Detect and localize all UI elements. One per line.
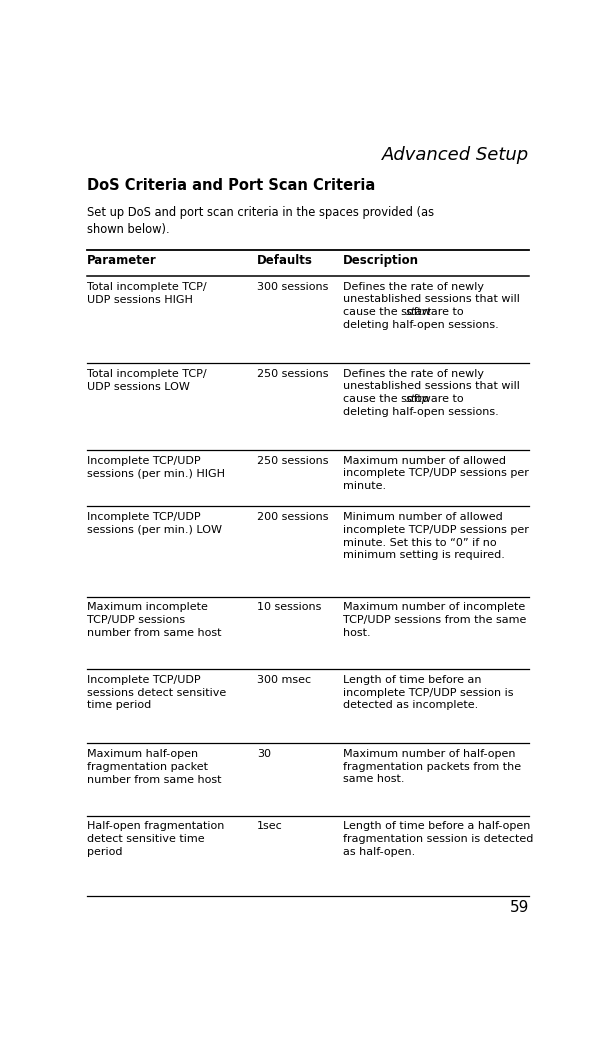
Text: DoS Criteria and Port Scan Criteria: DoS Criteria and Port Scan Criteria [87, 178, 375, 192]
Text: minute. Set this to “0” if no: minute. Set this to “0” if no [343, 538, 496, 547]
Text: minute.: minute. [343, 481, 386, 492]
Text: 1sec: 1sec [257, 821, 282, 832]
Text: Minimum number of allowed: Minimum number of allowed [343, 513, 502, 522]
Text: same host.: same host. [343, 774, 404, 784]
Text: unestablished sessions that will: unestablished sessions that will [343, 382, 520, 391]
Text: Maximum number of half-open: Maximum number of half-open [343, 749, 516, 759]
Text: 10 sessions: 10 sessions [257, 602, 321, 612]
Text: incomplete TCP/UDP sessions per: incomplete TCP/UDP sessions per [343, 525, 529, 535]
Text: Incomplete TCP/UDP
sessions (per min.) HIGH: Incomplete TCP/UDP sessions (per min.) H… [87, 456, 225, 478]
Text: Length of time before an: Length of time before an [343, 675, 481, 685]
Text: cause the software to: cause the software to [343, 308, 463, 317]
Text: fragmentation packets from the: fragmentation packets from the [343, 761, 521, 772]
Text: Defines the rate of newly: Defines the rate of newly [343, 369, 484, 379]
Text: as half-open.: as half-open. [343, 847, 415, 857]
Text: Length of time before a half-open: Length of time before a half-open [343, 821, 530, 832]
Text: unestablished sessions that will: unestablished sessions that will [343, 295, 520, 304]
Text: Half-open fragmentation
detect sensitive time
period: Half-open fragmentation detect sensitive… [87, 821, 224, 857]
Text: Maximum half-open
fragmentation packet
number from same host: Maximum half-open fragmentation packet n… [87, 749, 221, 784]
Text: Advanced Setup: Advanced Setup [382, 146, 529, 164]
Text: detected as incomplete.: detected as incomplete. [343, 700, 478, 710]
Text: Total incomplete TCP/
UDP sessions HIGH: Total incomplete TCP/ UDP sessions HIGH [87, 281, 206, 304]
Text: minimum setting is required.: minimum setting is required. [343, 550, 505, 561]
Text: 30: 30 [257, 749, 271, 759]
Text: Incomplete TCP/UDP
sessions detect sensitive
time period: Incomplete TCP/UDP sessions detect sensi… [87, 675, 226, 710]
Text: Defaults: Defaults [257, 254, 313, 268]
Text: 300 sessions: 300 sessions [257, 281, 328, 292]
Text: 250 sessions: 250 sessions [257, 369, 328, 379]
Text: stop: stop [406, 394, 430, 404]
Text: 59: 59 [510, 900, 529, 915]
Text: incomplete TCP/UDP session is: incomplete TCP/UDP session is [343, 687, 513, 698]
Text: Incomplete TCP/UDP
sessions (per min.) LOW: Incomplete TCP/UDP sessions (per min.) L… [87, 513, 222, 535]
Text: Description: Description [343, 254, 419, 268]
Text: 300 msec: 300 msec [257, 675, 311, 685]
Text: Defines the rate of newly: Defines the rate of newly [343, 281, 484, 292]
Text: incomplete TCP/UDP sessions per: incomplete TCP/UDP sessions per [343, 469, 529, 478]
Text: Parameter: Parameter [87, 254, 156, 268]
Text: fragmentation session is detected: fragmentation session is detected [343, 834, 533, 844]
Text: Maximum number of allowed: Maximum number of allowed [343, 456, 506, 465]
Text: Set up DoS and port scan criteria in the spaces provided (as
shown below).: Set up DoS and port scan criteria in the… [87, 206, 434, 236]
Text: TCP/UDP sessions from the same: TCP/UDP sessions from the same [343, 615, 526, 626]
Text: Total incomplete TCP/
UDP sessions LOW: Total incomplete TCP/ UDP sessions LOW [87, 369, 206, 391]
Text: 250 sessions: 250 sessions [257, 456, 328, 465]
Text: cause the software to: cause the software to [343, 394, 463, 404]
Text: deleting half-open sessions.: deleting half-open sessions. [343, 320, 499, 329]
Text: host.: host. [343, 628, 371, 638]
Text: deleting half-open sessions.: deleting half-open sessions. [343, 407, 499, 417]
Text: Maximum number of incomplete: Maximum number of incomplete [343, 602, 525, 612]
Text: start: start [406, 308, 432, 317]
Text: 200 sessions: 200 sessions [257, 513, 328, 522]
Text: Maximum incomplete
TCP/UDP sessions
number from same host: Maximum incomplete TCP/UDP sessions numb… [87, 602, 221, 638]
